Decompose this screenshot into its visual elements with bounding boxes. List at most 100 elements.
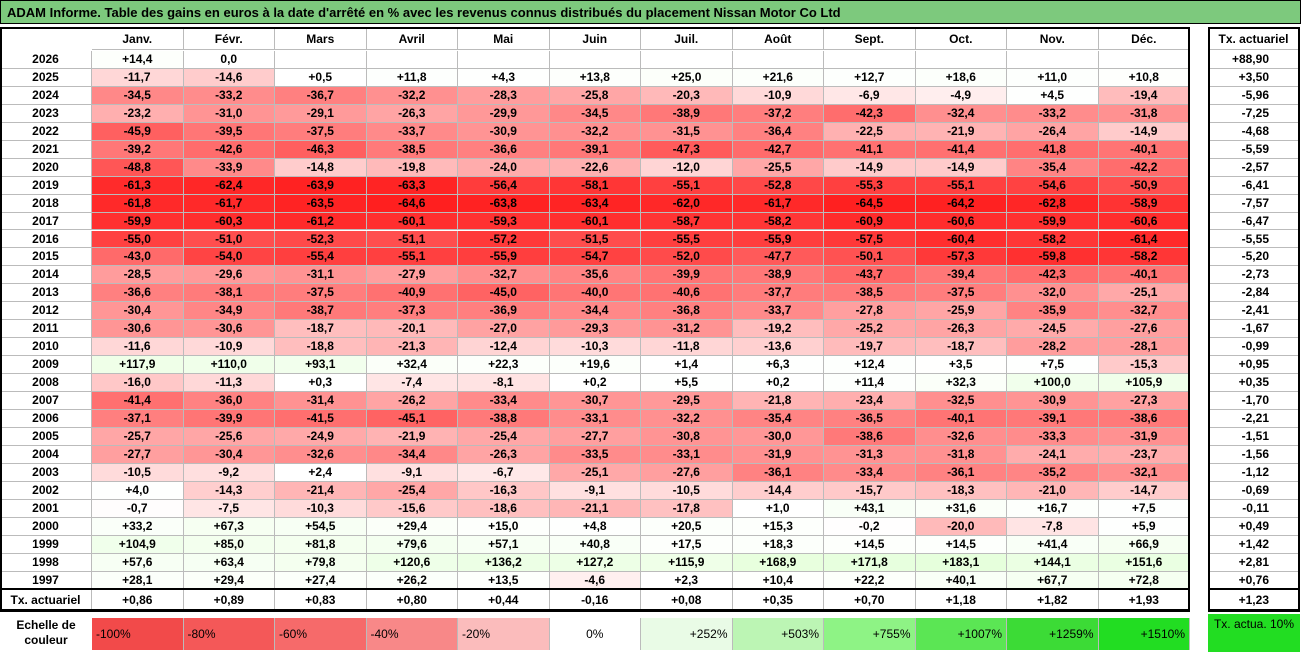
year-label: 2024 [0, 86, 92, 105]
table-cell: -19,2 [732, 320, 824, 339]
table-cell: -13,6 [732, 338, 824, 357]
table-cell: -36,8 [641, 302, 733, 321]
table-cell: +4,5 [1007, 86, 1099, 105]
table-cell: -14,9 [824, 158, 916, 177]
table-cell: -29,9 [458, 104, 550, 123]
table-cell: -27,8 [824, 302, 916, 321]
table-cell: -34,5 [92, 86, 184, 105]
table-cell: +63,4 [183, 553, 275, 572]
tx-cell: -7,25 [1208, 104, 1300, 123]
scale-item: -20% [458, 618, 550, 650]
table-cell: -55,9 [732, 230, 824, 249]
table-cell: -24,0 [458, 158, 550, 177]
footer-cell: +0,08 [641, 589, 733, 611]
footer-cell: +1,18 [915, 589, 1007, 611]
table-cell: -35,4 [732, 410, 824, 428]
table-cell: -36,9 [458, 302, 550, 321]
table-cell: -39,4 [915, 266, 1007, 285]
table-cell: +67,3 [183, 517, 275, 536]
table-cell: -42,3 [824, 104, 916, 123]
table-cell: +0,5 [275, 68, 367, 87]
table-cell: +13,8 [549, 68, 641, 87]
table-cell: -14,4 [732, 481, 824, 500]
table-cell: +1,0 [732, 499, 824, 518]
table-cell: -31,8 [915, 445, 1007, 464]
tx-cell: -2,41 [1208, 302, 1300, 321]
table-cell: -38,8 [458, 410, 550, 428]
table-cell: -38,9 [641, 104, 733, 123]
table-cell: +11,8 [366, 68, 458, 87]
table-cell: -20,1 [366, 320, 458, 339]
scale-item: +503% [732, 618, 824, 650]
table-cell [458, 51, 550, 69]
table-cell: -33,9 [183, 158, 275, 177]
table-cell: +5,5 [641, 374, 733, 393]
table-cell [1098, 51, 1190, 69]
table-cell: +16,7 [1007, 499, 1099, 518]
table-cell: -61,7 [732, 194, 824, 213]
month-header: Janv. [92, 29, 184, 50]
table-cell: +151,6 [1098, 553, 1190, 572]
table-cell: -38,5 [824, 284, 916, 303]
table-cell: +183,1 [915, 553, 1007, 572]
year-label: 2007 [0, 392, 92, 410]
scale-label: Echelle de couleur [16, 618, 76, 647]
table-cell: -42,2 [1098, 158, 1190, 177]
table-cell: -34,4 [549, 302, 641, 321]
year-label: 1999 [0, 535, 92, 554]
scale-item: +1510% [1098, 618, 1190, 650]
table-cell: +10,4 [732, 571, 824, 590]
month-header: Sept. [824, 29, 916, 50]
page-title: ADAM Informe. Table des gains en euros à… [7, 5, 841, 20]
table-cell: -35,4 [1007, 158, 1099, 177]
table-cell: -0,7 [92, 499, 184, 518]
table-cell: -58,2 [732, 212, 824, 231]
table-cell: +32,4 [366, 356, 458, 375]
month-header: Déc. [1098, 29, 1190, 50]
month-header: Avril [366, 29, 458, 50]
table-cell: -42,7 [732, 140, 824, 159]
table-cell: -11,6 [92, 338, 184, 357]
table-cell [549, 51, 641, 69]
scale-item: -100% [92, 618, 184, 650]
table-cell: -42,3 [1007, 266, 1099, 285]
table-cell: -51,0 [183, 230, 275, 249]
table-cell: -18,3 [915, 481, 1007, 500]
table-cell: +54,5 [275, 517, 367, 536]
table-cell: -29,6 [183, 266, 275, 285]
table-cell: -9,1 [366, 463, 458, 482]
table-cell: -37,5 [915, 284, 1007, 303]
table-cell: +31,6 [915, 499, 1007, 518]
table-cell: -58,2 [1098, 248, 1190, 267]
table-cell: -38,9 [732, 266, 824, 285]
tx-cell: -5,59 [1208, 140, 1300, 159]
table-cell: -31,1 [275, 266, 367, 285]
table-cell: -60,6 [915, 212, 1007, 231]
tx-cell: -4,68 [1208, 122, 1300, 141]
table-cell: -15,7 [824, 481, 916, 500]
table-cell: -63,8 [458, 194, 550, 213]
table-cell: -34,9 [183, 302, 275, 321]
table-cell: -31,9 [1098, 427, 1190, 446]
tx-cell: +0,35 [1208, 374, 1300, 393]
table-cell: -32,4 [915, 104, 1007, 123]
table-cell: -7,5 [183, 499, 275, 518]
tx-cell: -1,51 [1208, 427, 1300, 446]
table-cell: -38,1 [183, 284, 275, 303]
table-cell: +33,2 [92, 517, 184, 536]
table-cell: -25,2 [824, 320, 916, 339]
month-header: Juil. [641, 29, 733, 50]
table-cell: -30,9 [458, 122, 550, 141]
table-cell: -58,1 [549, 176, 641, 195]
table-cell: -22,5 [824, 122, 916, 141]
tx-cell: -1,12 [1208, 463, 1300, 482]
table-cell: -33,4 [824, 463, 916, 482]
table-cell: -37,3 [366, 302, 458, 321]
table-cell: -41,4 [915, 140, 1007, 159]
table-cell: -43,0 [92, 248, 184, 267]
table-cell: -62,4 [183, 176, 275, 195]
table-cell: -40,9 [366, 284, 458, 303]
table-cell: -7,8 [1007, 517, 1099, 536]
table-cell: -31,9 [732, 445, 824, 464]
table-cell: -21,1 [549, 499, 641, 518]
